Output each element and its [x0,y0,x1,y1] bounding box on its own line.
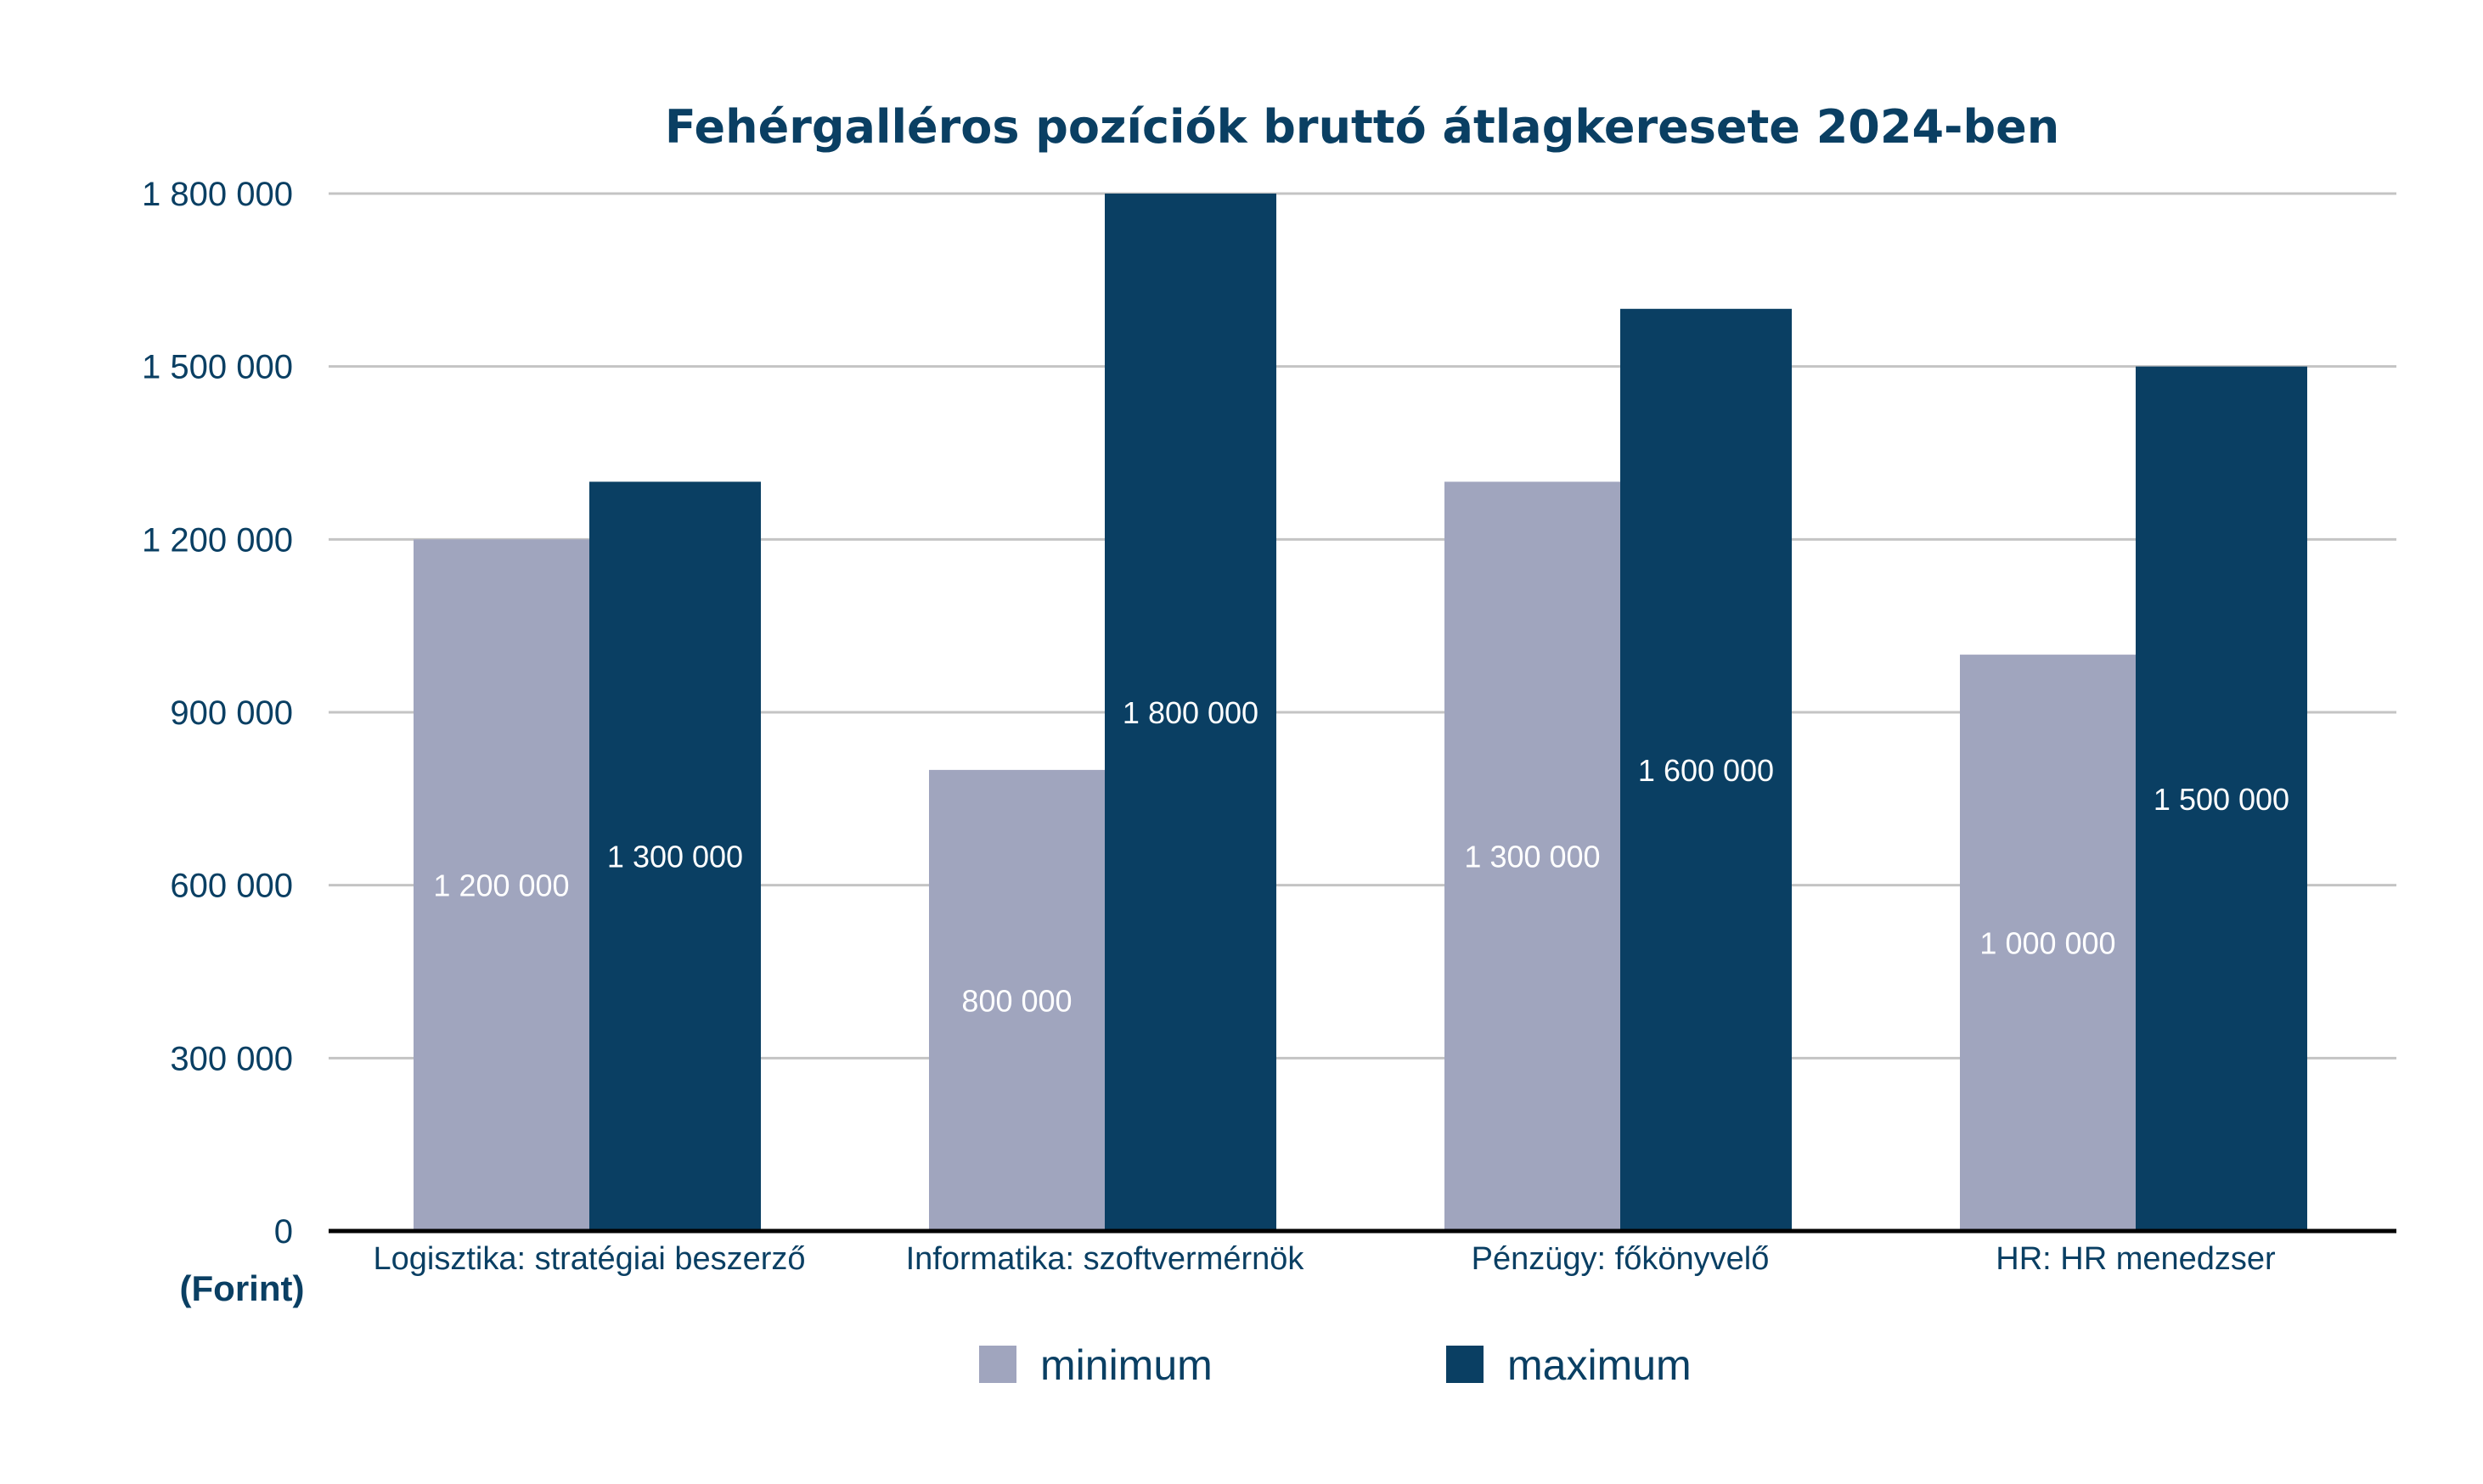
legend-label-minimum: minimum [1040,1341,1213,1389]
x-axis-ticks: Logisztika: stratégiai beszerző Informati… [373,1241,2276,1277]
y-tick-label: 900 000 [170,694,293,732]
legend-swatch-minimum [979,1346,1016,1383]
data-label-maximum: 1 500 000 [2154,782,2289,817]
data-labels: 1 200 000 1 300 000 800 000 1 800 000 1 300 … [433,695,2289,1018]
x-tick-label: Pénzügy: főkönyvelő [1472,1241,1770,1277]
bar-maximum [589,481,761,1231]
x-tick-label: Logisztika: stratégiai beszerző [373,1241,805,1277]
x-tick-label: HR: HR menedzser [1996,1241,2276,1277]
bar-maximum [2136,366,2307,1232]
bar-minimum [929,769,1105,1231]
bar-maximum [1105,194,1276,1231]
data-label-minimum: 1 200 000 [433,868,569,903]
bar-minimum [1444,481,1620,1231]
data-label-maximum: 1 600 000 [1638,753,1774,788]
y-tick-label: 300 000 [170,1040,293,1077]
x-tick-label: Informatika: szoftvermérnök [906,1241,1305,1277]
y-tick-label: 1 800 000 [142,176,293,213]
y-tick-label: 1 200 000 [142,521,293,559]
data-label-minimum: 1 300 000 [1464,840,1600,874]
bars [414,194,2307,1232]
data-label-maximum: 1 300 000 [607,840,743,874]
legend-label-maximum: maximum [1507,1341,1692,1389]
data-label-maximum: 1 800 000 [1123,695,1258,730]
chart-title: Fehérgalléros pozíciók bruttó átlagkeres… [665,100,2059,154]
y-axis-ticks: 0 300 000 600 000 900 000 1 200 000 1 500 000… [142,176,293,1251]
legend-swatch-maximum [1446,1346,1484,1383]
y-tick-label: 600 000 [170,868,293,905]
y-tick-label: 0 [274,1213,293,1251]
y-tick-label: 1 500 000 [142,349,293,386]
y-axis-unit: (Forint) [180,1268,305,1308]
data-label-minimum: 1 000 000 [1979,926,2115,961]
bar-minimum [414,539,589,1231]
bar-maximum [1620,308,1792,1231]
bar-minimum [1960,655,2136,1231]
data-label-minimum: 800 000 [961,983,1072,1018]
legend: minimum maximum [979,1341,1692,1389]
